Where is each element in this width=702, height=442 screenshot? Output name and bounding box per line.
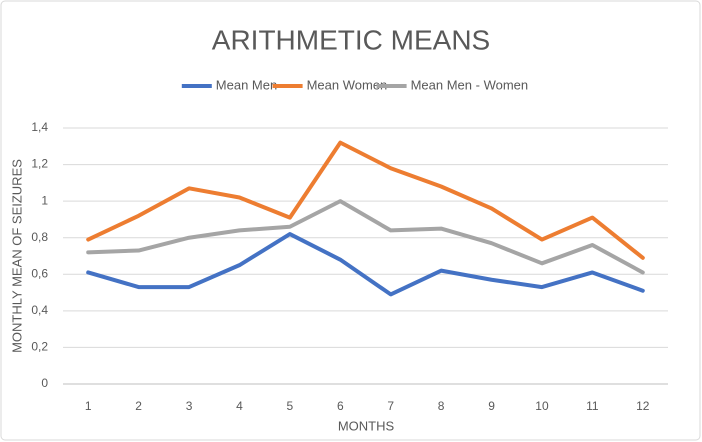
y-tick-label: 1 [41, 193, 48, 207]
x-tick-label: 5 [287, 399, 294, 413]
data-line [86, 232, 645, 297]
y-tick-label: 0,2 [31, 340, 48, 354]
x-tick-label: 7 [387, 399, 394, 413]
x-tick-label: 1 [85, 399, 92, 413]
y-tick-label: 1,2 [31, 157, 48, 171]
x-tick-label: 10 [535, 399, 549, 413]
data-line [86, 199, 645, 275]
y-tick-label: 1,4 [31, 120, 48, 134]
x-tick-label: 2 [135, 399, 142, 413]
y-tick-label: 0 [41, 376, 48, 390]
x-tick-label: 4 [236, 399, 243, 413]
data-line [86, 140, 645, 260]
y-tick-label: 0,4 [31, 303, 48, 317]
x-tick-label: 3 [186, 399, 193, 413]
y-tick-label: 0,8 [31, 230, 48, 244]
legend-label: Mean Men - Women [411, 77, 529, 92]
y-tick-label: 0,6 [31, 266, 48, 280]
x-tick-label: 11 [586, 399, 599, 413]
x-tick-label: 9 [488, 399, 495, 413]
x-tick-label: 12 [636, 399, 650, 413]
legend-label: Mean Men [216, 77, 277, 92]
chart-title: ARITHMETIC MEANS [212, 24, 490, 55]
x-axis-label: MONTHS [338, 418, 395, 433]
legend-label: Mean Women [307, 77, 388, 92]
x-tick-label: 8 [438, 399, 445, 413]
x-tick-label: 6 [337, 399, 344, 413]
y-axis-label: MONTHLY MEAN OF SEIZURES [9, 159, 24, 353]
